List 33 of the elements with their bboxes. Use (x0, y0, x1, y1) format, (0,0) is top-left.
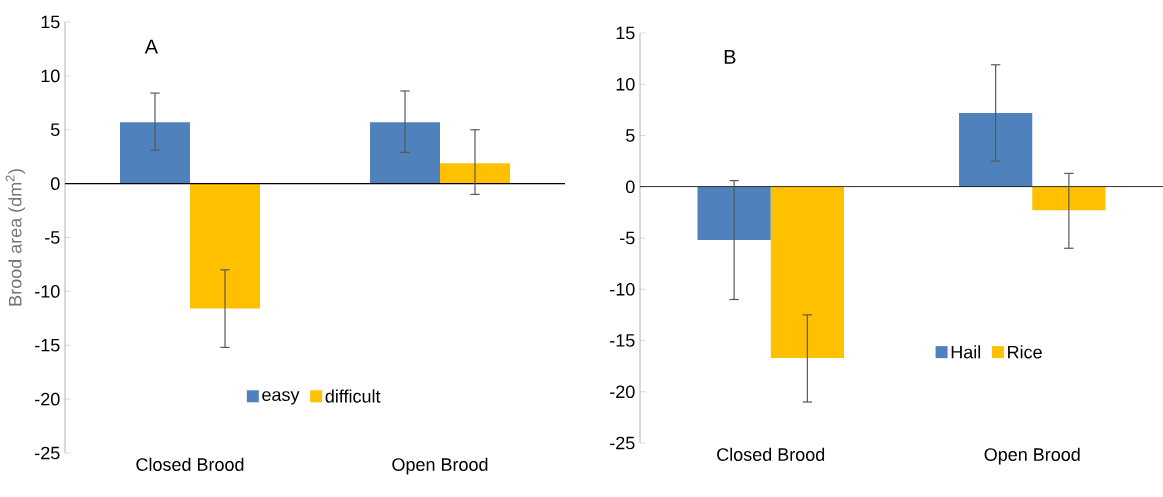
y-tick-label: 0 (50, 177, 60, 190)
legend-label: Hail (951, 345, 981, 359)
x-tick-label: Closed Brood (136, 457, 244, 471)
legend-label: Rice (1008, 345, 1042, 359)
x-tick-label: Open Brood (984, 447, 1080, 465)
bar (440, 163, 511, 184)
bar (190, 183, 261, 309)
annotation: A (144, 39, 159, 54)
y-tick-label: -20 (35, 392, 60, 406)
y-tick-label: 15 (616, 26, 635, 40)
y-tick-label: -15 (610, 334, 635, 347)
y-tick-label: 5 (626, 129, 635, 142)
y-axis-title: Brood area (dm$^{2}$) (5, 169, 26, 306)
y-tick-label: -10 (610, 282, 635, 296)
x-tick-label: Closed Brood (717, 447, 825, 461)
y-tick-label: -10 (35, 285, 60, 298)
y-tick-label: -15 (35, 338, 60, 352)
y-tick-label: 10 (41, 69, 60, 83)
y-tick-label: -5 (620, 231, 635, 245)
y-tick-label: -20 (610, 385, 635, 399)
y-tick-label: 0 (626, 180, 635, 194)
legend-label: difficult (325, 389, 381, 403)
y-tick-label: 5 (50, 123, 60, 137)
legend-label: easy (262, 391, 300, 405)
annotation: B (724, 50, 736, 64)
y-tick-label: -25 (610, 436, 635, 450)
x-tick-label: Open Brood (392, 457, 488, 475)
y-tick-label: -25 (35, 446, 60, 460)
y-tick-label: 10 (616, 77, 635, 91)
bar (120, 122, 191, 184)
y-tick-label: -5 (45, 231, 60, 244)
y-tick-label: 15 (41, 15, 60, 29)
bar (370, 122, 441, 184)
